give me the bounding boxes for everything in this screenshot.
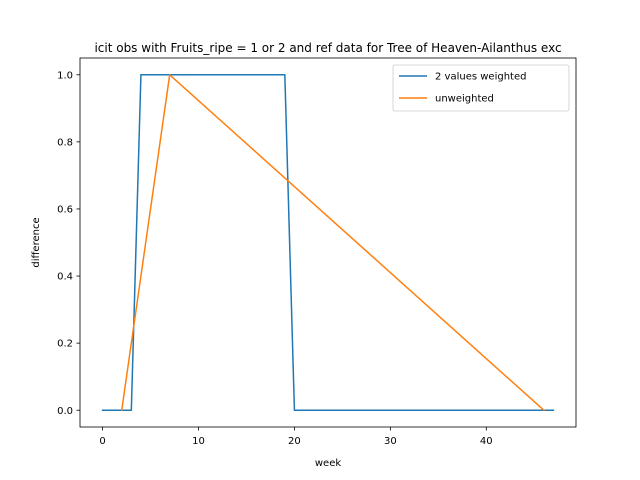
y-axis-label: difference (31, 217, 42, 267)
y-tick-label: 1.0 (57, 70, 73, 81)
legend: 2 values weighted unweighted (392, 64, 570, 112)
chart-title: icit obs with Fruits_ripe = 1 or 2 and r… (94, 41, 561, 55)
legend-label: unweighted (435, 94, 494, 105)
axes-spines (79, 57, 577, 428)
y-tick-label: 0.0 (57, 406, 73, 417)
series-line-unweighted (120, 74, 545, 412)
x-axis: 0 10 20 30 40 (99, 427, 493, 447)
x-tick-label: 40 (480, 436, 493, 447)
y-tick-label: 0.2 (57, 339, 73, 350)
axes-frame (79, 57, 577, 428)
legend-label: 2 values weighted (435, 72, 526, 83)
x-axis-label: week (315, 458, 341, 469)
y-tick-label: 0.8 (57, 137, 73, 148)
series-line-weighted (101, 74, 555, 411)
x-tick-label: 10 (192, 436, 205, 447)
y-axis: 0.0 0.2 0.4 0.6 0.8 1.0 (57, 70, 80, 417)
legend-box (392, 64, 570, 112)
x-tick-label: 0 (99, 436, 105, 447)
x-tick-label: 20 (288, 436, 301, 447)
y-tick-label: 0.6 (57, 205, 73, 216)
series-layer (101, 74, 555, 412)
x-tick-label: 30 (384, 436, 397, 447)
y-tick-label: 0.4 (57, 272, 73, 283)
